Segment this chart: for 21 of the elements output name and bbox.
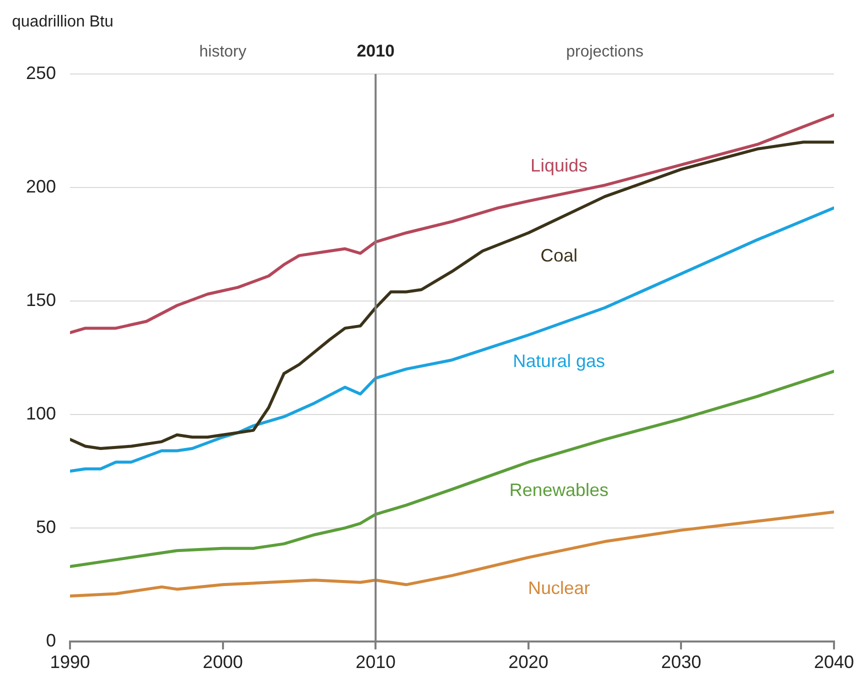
y-axis-title: quadrillion Btu <box>12 13 114 30</box>
series-label: Liquids <box>530 156 588 176</box>
y-tick-label: 150 <box>26 290 56 310</box>
series-label: Nuclear <box>528 578 590 598</box>
ref-line-label: 2010 <box>356 42 395 61</box>
x-tick-label: 2020 <box>508 652 548 672</box>
series-label: Coal <box>540 245 578 266</box>
y-tick-label: 0 <box>46 630 56 650</box>
x-tick-label: 1990 <box>50 652 90 672</box>
text: history <box>199 43 246 60</box>
y-tick-label: 200 <box>26 176 56 196</box>
y-tick-label: 100 <box>26 403 56 424</box>
text: projections <box>566 43 644 60</box>
y-tick-label: 50 <box>36 516 56 537</box>
series-label: Natural gas <box>512 351 605 372</box>
y-tick-label: 250 <box>26 62 56 83</box>
series-label: Renewables <box>509 480 608 500</box>
x-tick-label: 2010 <box>356 652 396 672</box>
x-tick-label: 2030 <box>661 652 702 672</box>
x-tick-label: 2000 <box>202 652 243 672</box>
x-tick-label: 2040 <box>814 652 854 672</box>
